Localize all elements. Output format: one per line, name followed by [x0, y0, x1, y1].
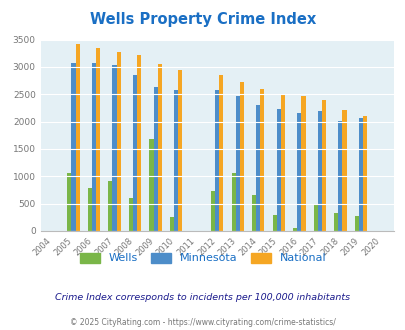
Bar [231, 173, 235, 231]
Bar [317, 111, 321, 231]
Bar [215, 90, 219, 231]
Bar [260, 89, 264, 231]
Bar [67, 173, 71, 231]
Bar [128, 198, 133, 231]
Bar [112, 65, 116, 231]
Bar [362, 116, 366, 231]
Bar [342, 110, 346, 231]
Bar [280, 94, 284, 231]
Bar [116, 52, 120, 231]
Bar [211, 191, 215, 231]
Bar [292, 228, 296, 231]
Bar [256, 105, 260, 231]
Bar [313, 205, 317, 231]
Bar [296, 114, 301, 231]
Bar [96, 48, 100, 231]
Bar [75, 44, 79, 231]
Bar [321, 100, 325, 231]
Text: Wells Property Crime Index: Wells Property Crime Index [90, 12, 315, 26]
Bar [92, 63, 96, 231]
Bar [219, 75, 223, 231]
Text: Crime Index corresponds to incidents per 100,000 inhabitants: Crime Index corresponds to incidents per… [55, 293, 350, 302]
Bar [174, 90, 178, 231]
Bar [272, 215, 276, 231]
Bar [252, 195, 256, 231]
Text: © 2025 CityRating.com - https://www.cityrating.com/crime-statistics/: © 2025 CityRating.com - https://www.city… [70, 318, 335, 327]
Bar [153, 87, 157, 231]
Bar [71, 63, 75, 231]
Bar [133, 75, 137, 231]
Bar [108, 181, 112, 231]
Legend: Wells, Minnesota, National: Wells, Minnesota, National [76, 249, 329, 267]
Bar [157, 64, 161, 231]
Bar [178, 70, 182, 231]
Bar [170, 217, 174, 231]
Bar [235, 96, 239, 231]
Bar [239, 82, 243, 231]
Bar [354, 216, 358, 231]
Bar [301, 96, 305, 231]
Bar [137, 55, 141, 231]
Bar [276, 109, 280, 231]
Bar [358, 118, 362, 231]
Bar [87, 188, 92, 231]
Bar [149, 139, 153, 231]
Bar [333, 213, 337, 231]
Bar [337, 121, 342, 231]
